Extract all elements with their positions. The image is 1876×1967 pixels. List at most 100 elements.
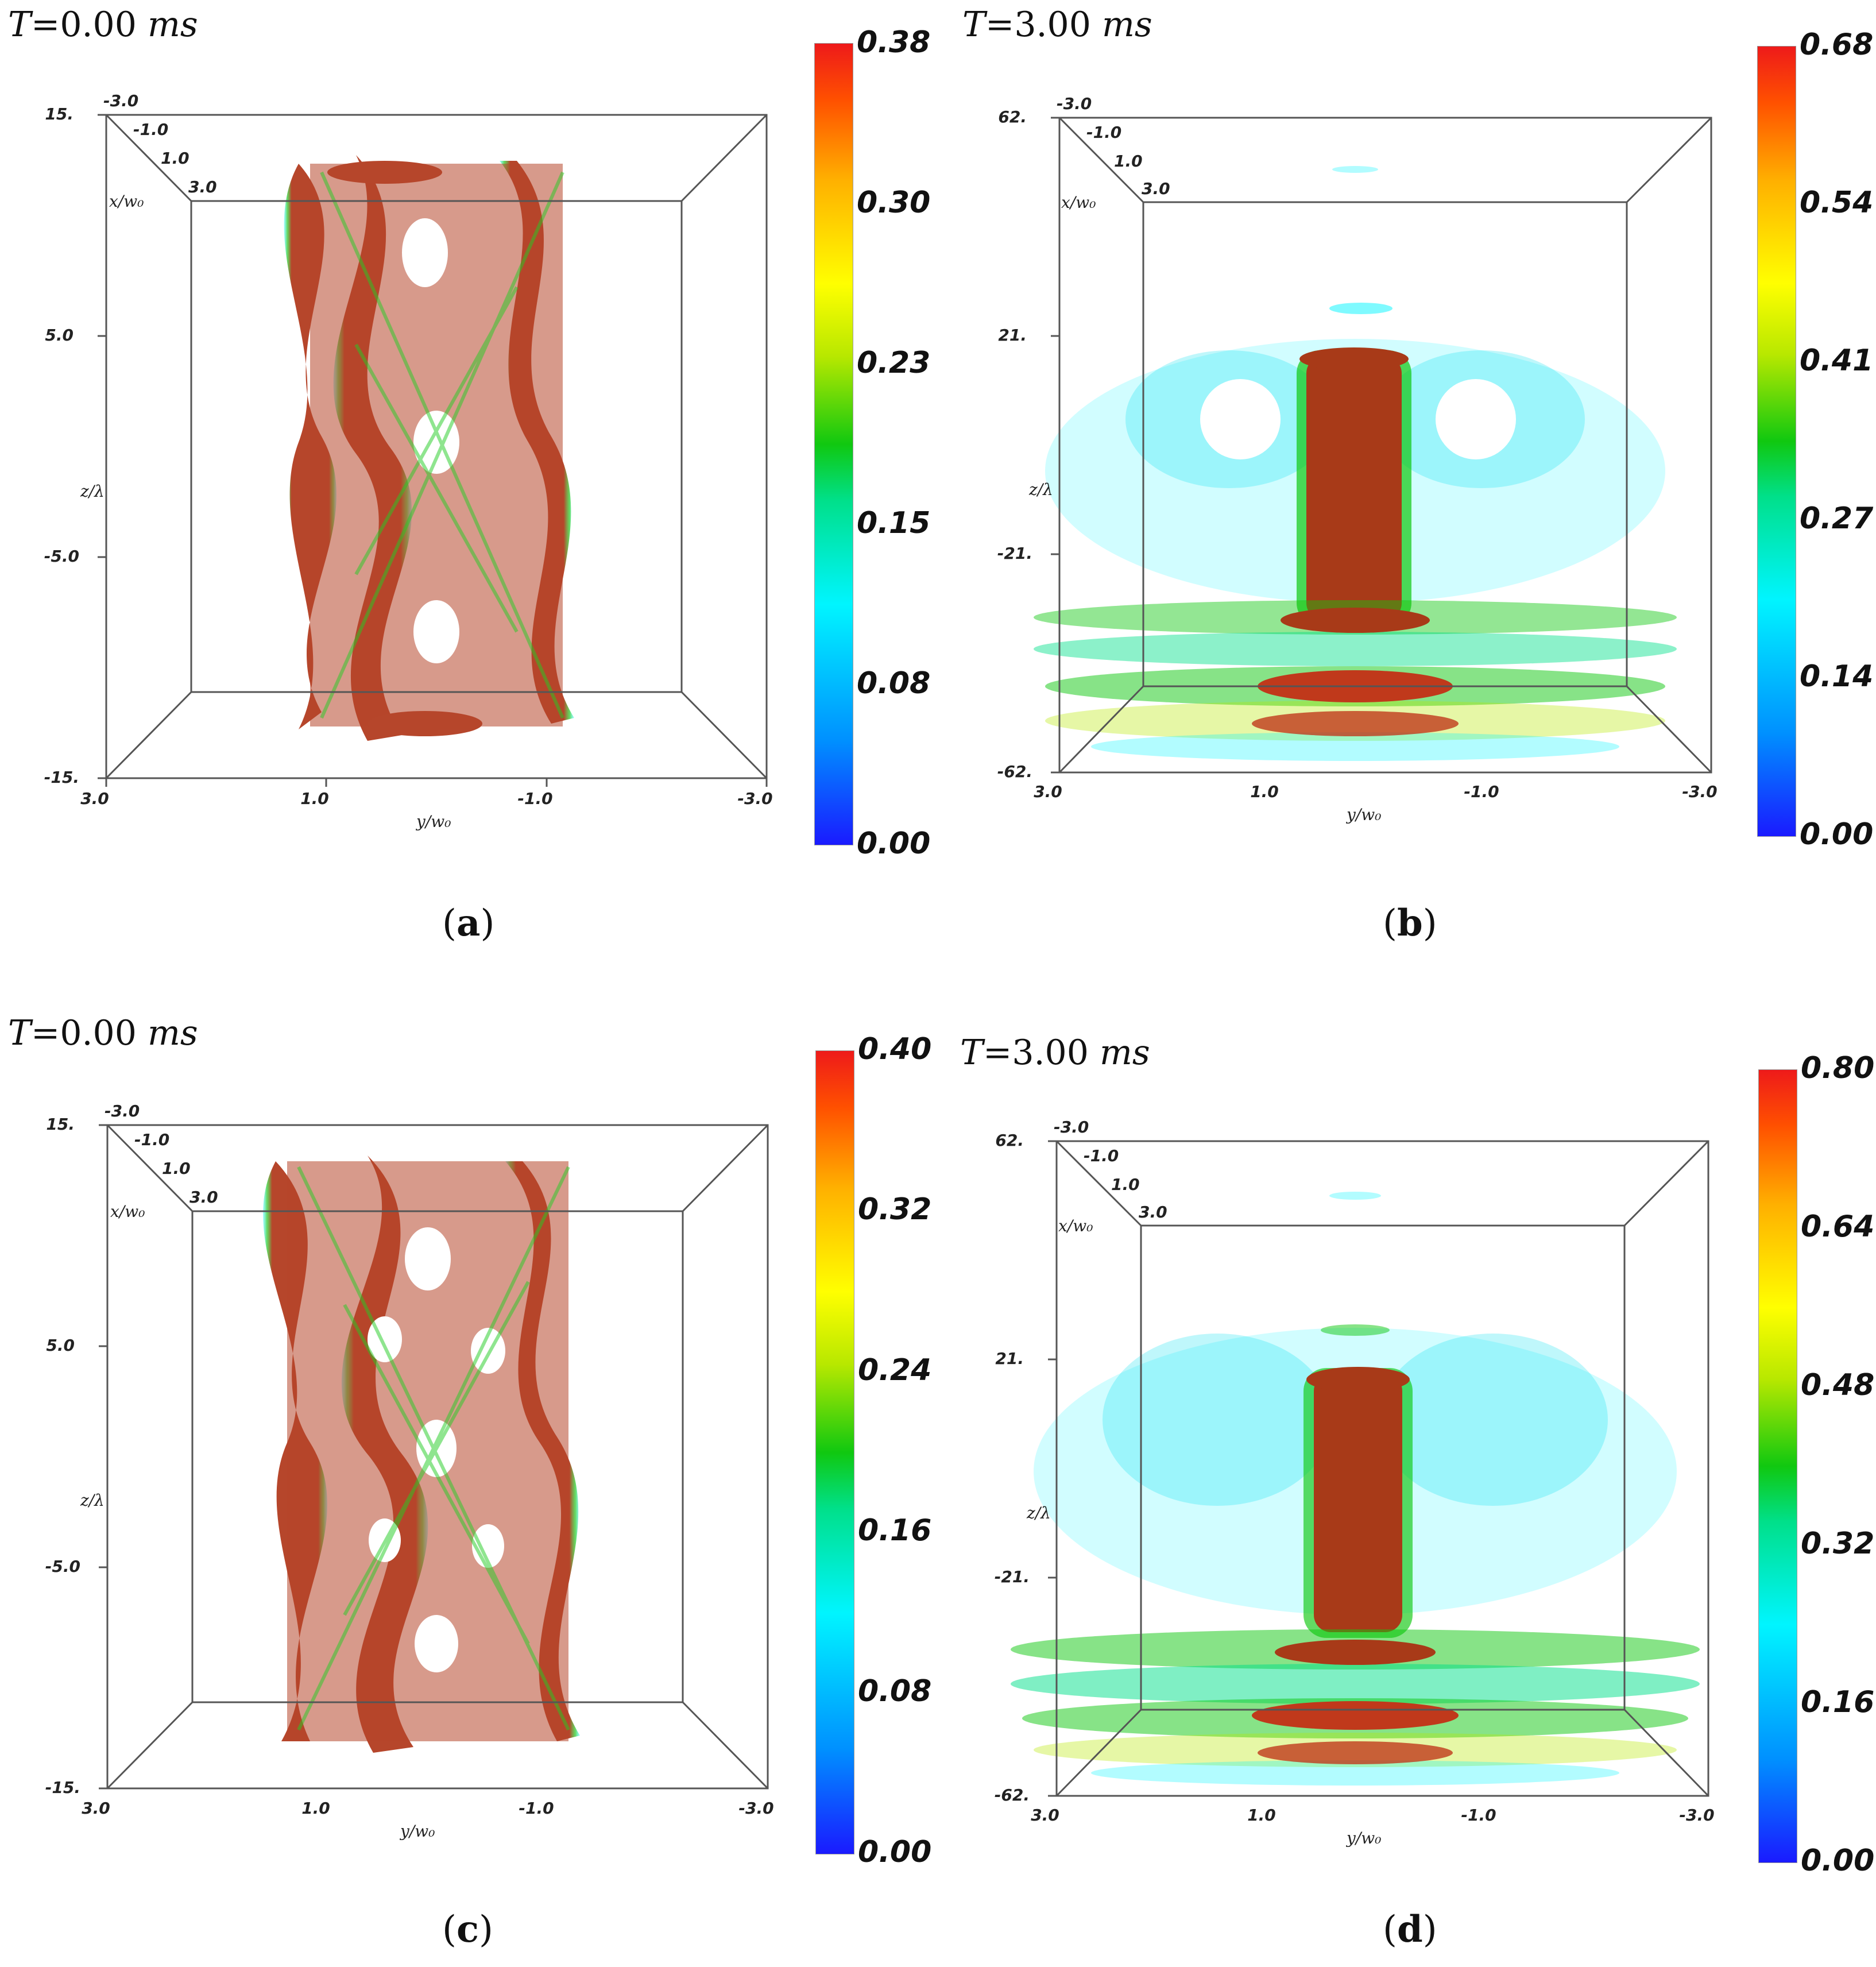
x-tick: 3.0 <box>1139 1203 1167 1222</box>
panel-title: T=0.00 ms <box>8 1013 198 1053</box>
colorbar-tick: 0.16 <box>1801 1685 1875 1719</box>
x-axis-label: x/w₀ <box>110 1202 145 1221</box>
panel-d: T=3.00 ms <box>942 983 1876 1967</box>
x-axis-ticks: -3.0 -1.0 1.0 3.0 <box>1057 94 1170 198</box>
colorbar-tick: 0.40 <box>858 1032 932 1066</box>
colorbar-tick: 0.68 <box>1800 28 1874 62</box>
z-tick: 21. <box>995 1349 1024 1368</box>
y-tick: -3.0 <box>737 789 772 808</box>
y-tick: -3.0 <box>1682 782 1717 801</box>
panel-a: T=0.00 ms <box>0 0 942 983</box>
z-tick: 5.0 <box>45 326 74 345</box>
x-tick: -1.0 <box>133 120 168 139</box>
colorbar-tick: 0.14 <box>1800 659 1874 694</box>
colorbar-tick: 0.27 <box>1800 501 1874 536</box>
colorbar-tick: 0.00 <box>1800 817 1874 852</box>
x-axis-ticks: -3.0 -1.0 1.0 3.0 <box>1054 1118 1167 1222</box>
z-tick: -5.0 <box>45 1557 80 1576</box>
x-tick: -1.0 <box>134 1130 169 1149</box>
panel-caption: (c) <box>442 1908 493 1951</box>
z-axis-ticks: 15. 5.0 -5.0 -15. <box>44 105 79 787</box>
z-tick: 21. <box>998 326 1027 345</box>
colorbar-tick: 0.00 <box>857 826 931 861</box>
panel-caption: (d) <box>1383 1908 1437 1951</box>
colorbar-tick: 0.64 <box>1801 1209 1875 1244</box>
x-tick: 1.0 <box>161 149 189 168</box>
y-tick: 3.0 <box>1034 782 1062 801</box>
z-axis-ticks: 15. 5.0 -5.0 -15. <box>45 1115 80 1797</box>
z-axis-ticks: 62. 21. -21. -62. <box>997 107 1032 781</box>
colorbar-tick: 0.32 <box>1801 1527 1875 1561</box>
y-tick: 3.0 <box>80 789 109 808</box>
x-axis-ticks: -3.0 -1.0 1.0 3.0 <box>103 91 217 196</box>
colorbar-tick: 0.80 <box>1801 1051 1875 1085</box>
x-tick: 3.0 <box>1142 179 1170 198</box>
z-axis-label: z/λ <box>80 1491 105 1510</box>
y-axis-label: y/w₀ <box>1345 805 1381 824</box>
panel-caption: (b) <box>1383 902 1437 945</box>
colorbar-tick: 0.08 <box>858 1674 932 1709</box>
colorbar-tick: 0.38 <box>857 25 931 60</box>
z-tick: -5.0 <box>44 547 79 566</box>
y-axis-ticks: 3.0 1.0 -1.0 -3.0 <box>1031 1806 1714 1825</box>
z-tick: -15. <box>45 1778 80 1797</box>
colorbar-tick: 0.16 <box>858 1513 932 1548</box>
y-tick: -3.0 <box>738 1799 773 1818</box>
panel-title: T=0.00 ms <box>8 5 198 45</box>
z-tick: 15. <box>46 1115 75 1134</box>
z-axis-label: z/λ <box>80 482 105 501</box>
panel-b: T=3.00 ms <box>942 0 1876 983</box>
x-tick: 1.0 <box>162 1159 191 1178</box>
volume-render-c: 15. 5.0 -5.0 -15. -3.0 -1.0 1.0 3.0 3.0 … <box>45 1102 774 1841</box>
x-tick: 1.0 <box>1114 152 1143 171</box>
x-axis-label: x/w₀ <box>1058 1216 1093 1235</box>
colorbar-tick: 0.54 <box>1800 186 1874 220</box>
x-tick: -3.0 <box>103 91 138 110</box>
z-tick: 5.0 <box>46 1336 75 1355</box>
y-tick: 1.0 <box>301 1799 330 1818</box>
z-tick: 62. <box>995 1131 1024 1150</box>
y-axis-ticks: 3.0 1.0 -1.0 -3.0 <box>80 789 772 808</box>
colorbar-tick: 0.24 <box>858 1353 932 1388</box>
y-tick: 3.0 <box>1031 1806 1059 1825</box>
panel-c: T=0.00 ms <box>0 983 942 1967</box>
z-axis-ticks: 62. 21. -21. -62. <box>995 1131 1030 1804</box>
panel-caption: (a) <box>442 902 495 945</box>
volume-render-a: 15. 5.0 -5.0 -15. -3.0 -1.0 1.0 3.0 3.0 … <box>44 91 773 831</box>
volume-render-d: 62. 21. -21. -62. -3.0 -1.0 1.0 3.0 3.0 … <box>995 1118 1715 1848</box>
y-tick: 1.0 <box>1250 782 1279 801</box>
z-tick: 15. <box>45 105 74 123</box>
field-distribution <box>1034 166 1677 761</box>
x-tick: 3.0 <box>188 177 217 196</box>
colorbar <box>814 43 853 845</box>
x-tick: 3.0 <box>189 1188 218 1207</box>
x-tick: 1.0 <box>1111 1175 1140 1194</box>
y-tick: -1.0 <box>1464 782 1499 801</box>
colorbar-tick: 0.41 <box>1800 343 1874 378</box>
colorbar-tick: 0.00 <box>1801 1844 1875 1878</box>
x-tick: -3.0 <box>1054 1118 1089 1137</box>
x-tick: -3.0 <box>1057 94 1092 113</box>
colorbar-tick: 0.32 <box>858 1192 932 1227</box>
y-tick: -1.0 <box>517 789 552 808</box>
bounding-box <box>99 1124 769 1790</box>
colorbar <box>1758 1069 1797 1863</box>
helix-bundle <box>284 155 574 741</box>
volume-render-b: 62. 21. -21. -62. -3.0 -1.0 1.0 3.0 3.0 … <box>997 94 1718 824</box>
bounding-box <box>1051 117 1712 774</box>
panel-title: T=3.00 ms <box>960 1033 1150 1073</box>
panel-title: T=3.00 ms <box>962 5 1152 45</box>
colorbar-tick: 0.08 <box>857 666 931 701</box>
colorbar-tick: 0.00 <box>858 1835 932 1869</box>
y-axis-label: y/w₀ <box>399 1822 435 1841</box>
z-axis-label: z/λ <box>1026 1504 1051 1522</box>
y-axis-ticks: 3.0 1.0 -1.0 -3.0 <box>1034 782 1717 801</box>
y-tick: 1.0 <box>1247 1806 1276 1825</box>
helix-bundle <box>263 1156 580 1753</box>
y-tick: -3.0 <box>1679 1806 1714 1825</box>
x-tick: -1.0 <box>1084 1146 1119 1165</box>
bounding-box <box>98 114 768 787</box>
y-axis-ticks: 3.0 1.0 -1.0 -3.0 <box>82 1799 773 1818</box>
y-tick: 1.0 <box>300 789 329 808</box>
x-tick: -1.0 <box>1086 123 1121 142</box>
